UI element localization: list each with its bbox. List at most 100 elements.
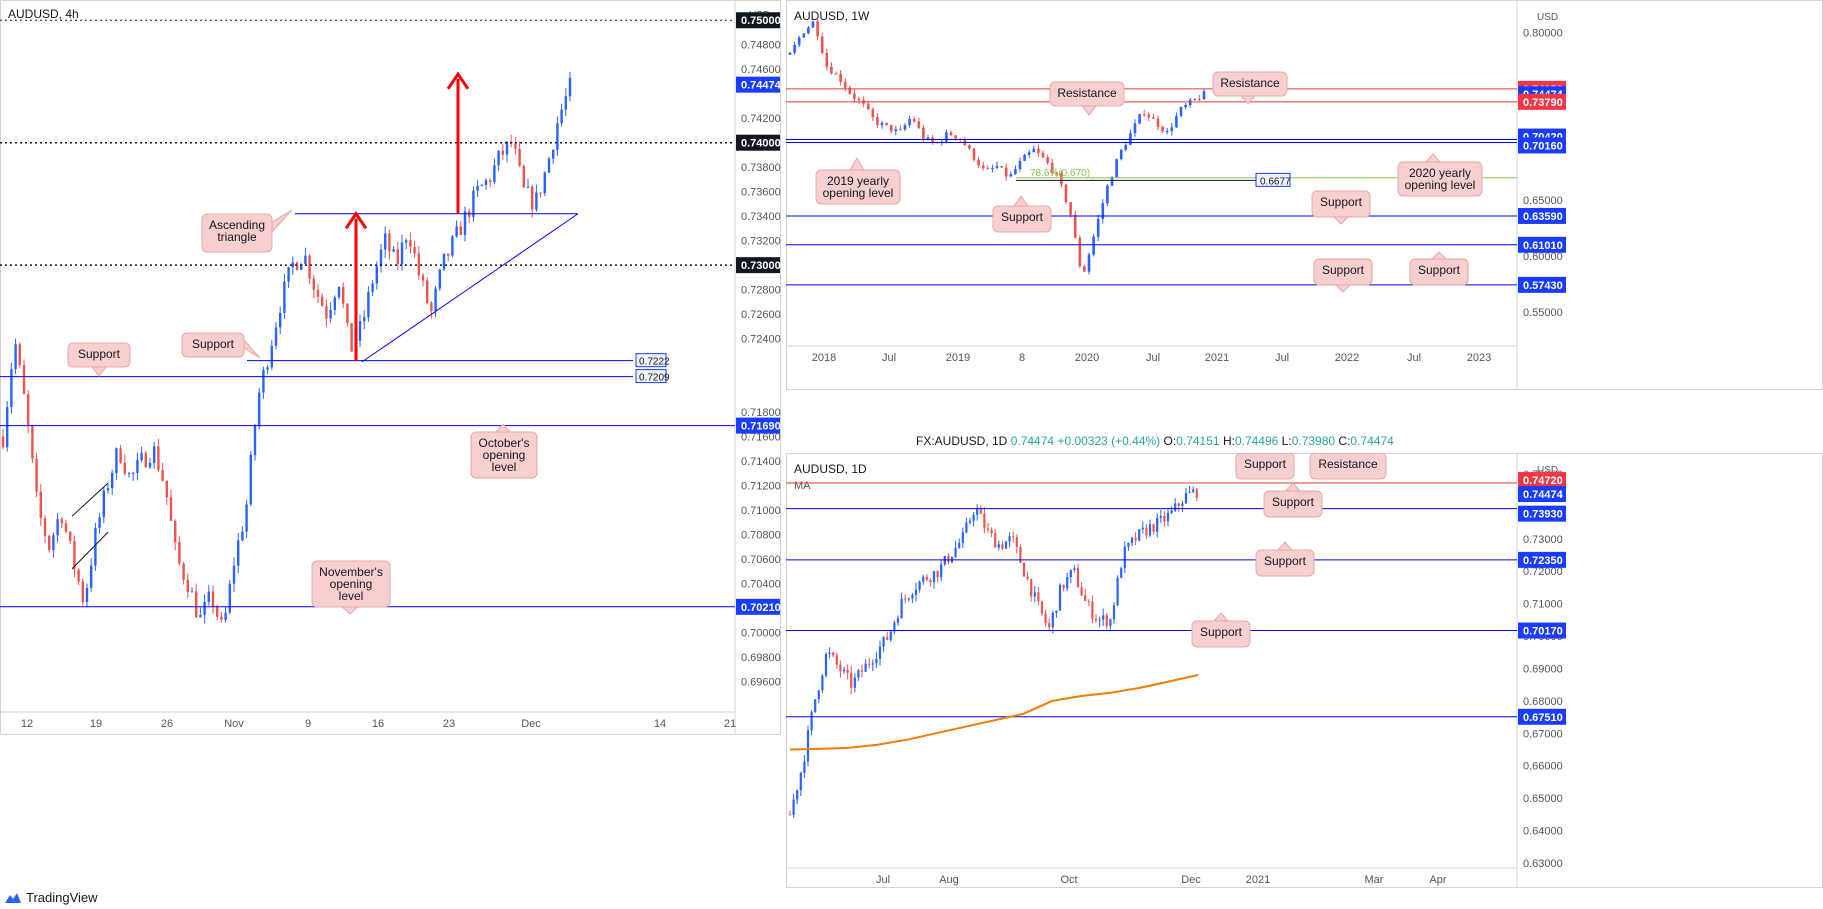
- candle-body: [400, 242, 404, 265]
- candle-body: [1000, 166, 1003, 168]
- price-tag: 0.72350: [1523, 555, 1563, 567]
- price-tag-bg: [736, 134, 780, 151]
- candle-body: [438, 269, 441, 289]
- info-low-label: L:: [1281, 434, 1292, 448]
- candle-body: [961, 532, 964, 544]
- candle-body: [825, 53, 829, 67]
- chart-weekly[interactable]: AUDUSD, 1WUSD0.800000.750000.650000.6000…: [786, 0, 1823, 390]
- brand-name: TradingView: [26, 890, 98, 905]
- candle-body: [539, 192, 542, 194]
- candle-body: [295, 262, 299, 270]
- candle-body: [325, 306, 328, 319]
- price-tag-bg: [736, 76, 780, 93]
- callout-ascending-triangle-text: Ascending: [209, 218, 265, 232]
- price-tag-bg: [1518, 276, 1566, 293]
- candle-body: [814, 699, 817, 713]
- price-tag: 0.61010: [1523, 240, 1563, 252]
- price-tag: 0.74474: [741, 80, 781, 92]
- candle-body: [972, 514, 975, 521]
- candle-body: [824, 653, 828, 676]
- candle-body: [560, 109, 563, 124]
- callout-november-open-text: level: [339, 589, 364, 603]
- candle-body: [986, 528, 990, 530]
- callout-support-06751-pointer: [1212, 612, 1230, 622]
- callout-october-open-text: opening: [483, 448, 526, 462]
- candle-body: [1170, 510, 1173, 513]
- callout-november-open-pointer: [340, 606, 360, 615]
- candle-body: [1019, 547, 1022, 563]
- candle-body: [1188, 491, 1191, 494]
- chart-h4[interactable]: AUDUSD, 4hUSD0.748000.746000.742000.7380…: [0, 0, 781, 735]
- fib-label: 78.6%(0.670): [1030, 168, 1090, 179]
- candle-body: [1060, 173, 1063, 185]
- candle-body: [885, 122, 888, 125]
- chart-title: AUDUSD, 4h: [8, 7, 79, 21]
- candle-body: [245, 504, 248, 532]
- candle-body: [69, 531, 72, 542]
- y-tick-label: 0.70000: [741, 628, 781, 640]
- candle-body: [994, 533, 997, 548]
- candle-body: [900, 598, 903, 619]
- x-tick-label: Nov: [224, 718, 244, 730]
- candle-body: [279, 312, 282, 328]
- candle-body: [266, 367, 269, 370]
- candle-body: [1127, 543, 1130, 547]
- y-tick-label: 0.74800: [741, 40, 781, 52]
- candle-body: [484, 180, 488, 186]
- tradingview-logo[interactable]: TradingView: [4, 890, 98, 905]
- candle-body: [430, 303, 433, 312]
- callout-ascending-triangle-box: [201, 213, 273, 253]
- candle-body: [882, 636, 885, 647]
- candle-body: [908, 119, 911, 126]
- info-high-label: H:: [1222, 434, 1235, 448]
- callout-2020-open-pointer: [1424, 153, 1442, 163]
- candle-body: [990, 529, 993, 534]
- candle-body: [802, 33, 806, 38]
- x-tick-label: Oct: [1060, 874, 1077, 886]
- candle-body: [102, 490, 105, 518]
- candle-body: [1166, 512, 1170, 522]
- candle-body: [522, 165, 525, 188]
- callout-2020-open-text: 2020 yearly: [1409, 166, 1471, 180]
- candle-body: [371, 283, 374, 292]
- candle-body: [1073, 214, 1077, 238]
- candle-body: [850, 672, 853, 688]
- price-tag-bg: [736, 257, 780, 274]
- candle-body: [875, 659, 878, 664]
- candle-body: [949, 132, 953, 136]
- candle-body: [220, 616, 223, 620]
- candle-body: [106, 488, 110, 491]
- candle-body: [1177, 503, 1180, 506]
- candle-body: [1040, 601, 1044, 614]
- callout-resistance-07472: Resistance: [1309, 453, 1387, 480]
- candle-body: [31, 425, 34, 459]
- callout-support-07393-text: Support: [1244, 457, 1287, 471]
- candle-body: [300, 263, 303, 270]
- triangle-base: [361, 213, 579, 363]
- currency-label: USD: [1537, 12, 1558, 23]
- candle-body: [1048, 623, 1051, 628]
- candle-body: [232, 565, 236, 584]
- candle-body: [165, 480, 168, 498]
- candle-body: [1156, 118, 1160, 127]
- candle-body: [14, 344, 17, 370]
- candle-body: [788, 52, 792, 55]
- candle-body: [1014, 168, 1017, 175]
- callout-support-07235-text: Support: [1272, 495, 1315, 509]
- x-tick-label: Jul: [1146, 352, 1160, 364]
- chart-daily[interactable]: AUDUSD, 1DUSDMA0.750000.730000.720000.71…: [786, 453, 1823, 888]
- candle-body: [224, 612, 227, 620]
- candle-body: [186, 579, 189, 593]
- candle-body: [253, 425, 257, 456]
- candle-body: [839, 664, 842, 672]
- candle-body: [182, 563, 185, 580]
- candle-body: [174, 520, 177, 542]
- candle-body: [977, 159, 980, 166]
- candle-body: [207, 591, 210, 602]
- candle-body: [997, 544, 1000, 548]
- candle-body: [1023, 155, 1026, 161]
- candle-body: [1147, 114, 1151, 118]
- candle-body: [1078, 237, 1082, 267]
- callout-support-d: Support: [1409, 251, 1469, 286]
